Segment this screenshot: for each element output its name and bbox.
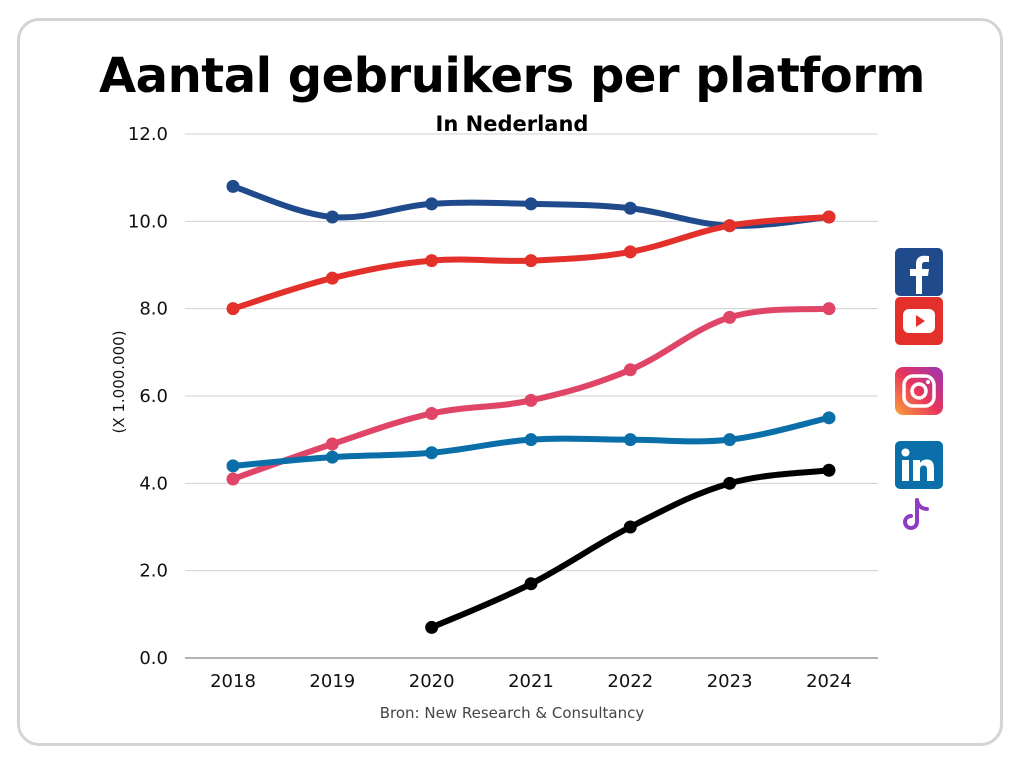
data-point <box>623 433 637 447</box>
data-point <box>425 197 439 211</box>
data-point <box>723 310 737 324</box>
y-tick-label: 12.0 <box>128 124 168 145</box>
x-tick-label: 2018 <box>210 671 256 692</box>
facebook-icon <box>895 248 943 296</box>
data-point <box>524 577 538 591</box>
data-point <box>325 271 339 285</box>
data-point <box>723 219 737 233</box>
data-point <box>623 363 637 377</box>
data-point <box>325 450 339 464</box>
data-point <box>822 302 836 316</box>
chart-title: Aantal gebruikers per platform <box>99 48 925 104</box>
data-point <box>425 620 439 634</box>
x-tick-label: 2019 <box>309 671 355 692</box>
data-point <box>623 245 637 259</box>
series-line-tiktok <box>428 467 832 631</box>
data-point <box>723 476 737 490</box>
data-point <box>822 411 836 425</box>
y-tick-label: 4.0 <box>139 473 168 494</box>
data-point <box>623 201 637 215</box>
data-point <box>226 472 240 486</box>
x-tick-label: 2022 <box>607 671 653 692</box>
data-point <box>723 433 737 447</box>
data-point <box>325 210 339 224</box>
series-line-instagram <box>230 305 832 482</box>
data-point <box>623 520 637 534</box>
data-point <box>822 210 836 224</box>
data-point <box>822 463 836 477</box>
y-axis-label: (X 1.000.000) <box>110 330 128 433</box>
linkedin-icon <box>895 441 943 489</box>
data-point <box>226 179 240 193</box>
data-point <box>425 254 439 268</box>
tiktok-icon <box>895 492 943 538</box>
x-tick-label: 2024 <box>806 671 852 692</box>
x-tick-label: 2020 <box>409 671 455 692</box>
data-point <box>226 459 240 473</box>
data-point <box>524 197 538 211</box>
y-tick-label: 8.0 <box>139 299 168 320</box>
data-point <box>425 446 439 460</box>
data-point <box>524 393 538 407</box>
data-point <box>524 254 538 268</box>
chart-subtitle: In Nederland <box>435 112 589 136</box>
chart-source: Bron: New Research & Consultancy <box>379 704 645 722</box>
data-point <box>226 302 240 316</box>
data-point <box>325 437 339 451</box>
y-tick-label: 0.0 <box>139 648 168 669</box>
youtube-icon <box>895 297 943 345</box>
instagram-icon <box>895 367 943 415</box>
x-tick-label: 2023 <box>707 671 753 692</box>
card-frame <box>17 18 1003 746</box>
data-point <box>425 406 439 420</box>
x-tick-label: 2021 <box>508 671 554 692</box>
y-tick-label: 2.0 <box>139 561 168 582</box>
y-tick-label: 10.0 <box>128 211 168 232</box>
y-tick-label: 6.0 <box>139 386 168 407</box>
data-point <box>524 433 538 447</box>
